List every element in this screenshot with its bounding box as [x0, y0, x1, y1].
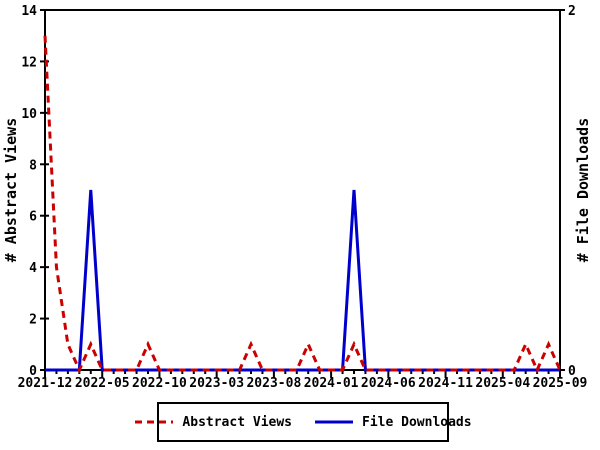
x-tick-label: 2024-11: [418, 376, 473, 391]
series-line-abstract-views: [43, 35, 562, 374]
x-tick-label: 2023-08: [246, 376, 301, 391]
abstract-views-dashed-line-sample: [135, 420, 174, 424]
x-tick-label: 2025-04: [475, 376, 530, 391]
y-left-tick-label: 12: [21, 55, 37, 70]
x-tick-label: 2022-10: [132, 376, 187, 391]
legend-item-file-downloads: File Downloads: [314, 415, 472, 430]
series-line-file-downloads: [45, 189, 560, 372]
x-tick-label: 2023-03: [189, 376, 244, 391]
file-downloads-solid-line-sample: [315, 420, 353, 424]
y-left-tick-label: 0: [29, 364, 37, 379]
y-left-tick-label: 6: [29, 210, 37, 225]
x-tick-label: 2024-01: [304, 376, 359, 391]
legend-label-abstract-views: Abstract Views: [182, 414, 292, 430]
legend-item-abstract-views: Abstract Views: [134, 415, 292, 430]
y-axis-title-right: # File Downloads: [574, 118, 592, 263]
legend-box: Abstract Views File Downloads: [135, 402, 472, 442]
y-right-tick-label: 2: [568, 4, 576, 19]
legend-label-file-downloads: File Downloads: [362, 414, 472, 430]
y-left-tick-label: 4: [29, 261, 37, 276]
x-tick-label: 2025-09: [533, 376, 588, 391]
y-right-tick-label: 0: [568, 364, 576, 379]
x-tick-label: 2024-06: [361, 376, 416, 391]
y-left-tick-label: 2: [29, 313, 37, 328]
y-left-tick-label: 10: [21, 107, 37, 122]
x-tick-label: 2022-05: [75, 376, 130, 391]
plot-frame: [44, 9, 561, 371]
y-axis-title-left: # Abstract Views: [2, 118, 20, 263]
y-left-tick-label: 8: [29, 158, 37, 173]
x-tick-label: 2021-12: [18, 376, 73, 391]
y-left-tick-label: 14: [21, 4, 37, 19]
